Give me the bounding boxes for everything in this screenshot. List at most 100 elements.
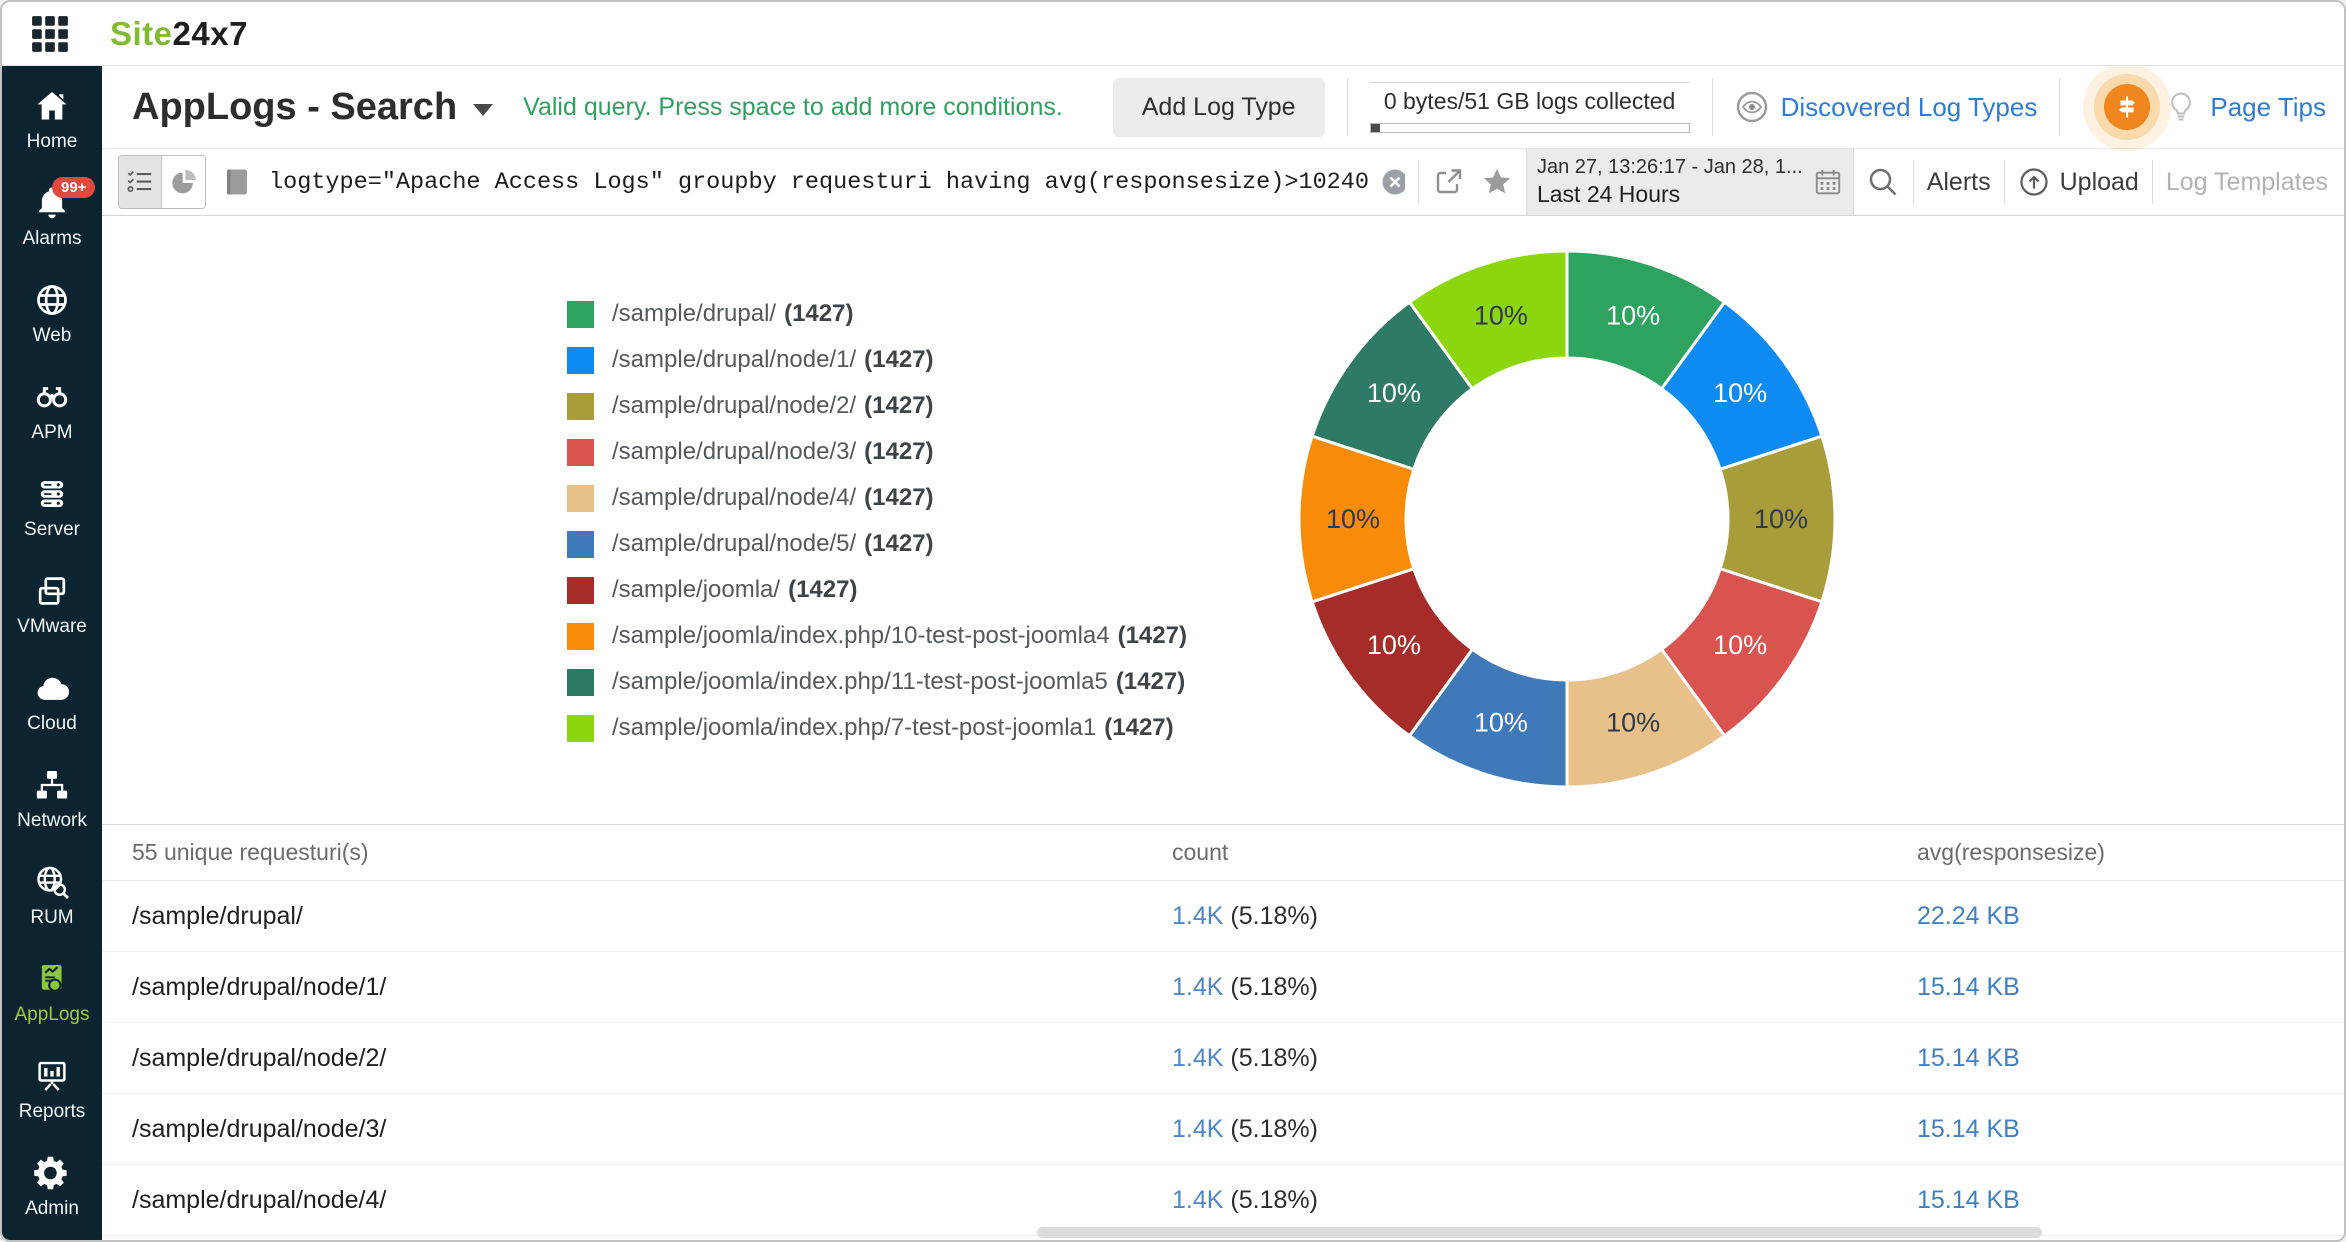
avg-responsesize-link[interactable]: 15.14 KB bbox=[1917, 1185, 2020, 1214]
avg-responsesize-link[interactable]: 22.24 KB bbox=[1917, 901, 2020, 930]
sidebar-item-home[interactable]: Home bbox=[2, 72, 102, 169]
cell-avg-responsesize: 15.14 KB bbox=[1887, 1115, 2344, 1144]
avg-responsesize-link[interactable]: 15.14 KB bbox=[1917, 1043, 2020, 1072]
legend-item[interactable]: /sample/drupal/node/3/ (1427) bbox=[567, 438, 1187, 466]
vmware-layers-icon bbox=[34, 573, 70, 609]
globe-icon bbox=[34, 282, 70, 318]
upload-button[interactable]: Upload bbox=[2018, 166, 2139, 198]
query-valid-message: Valid query. Press space to add more con… bbox=[523, 92, 1063, 121]
sidebar-item-apm[interactable]: APM bbox=[2, 363, 102, 460]
sidebar-item-label: APM bbox=[31, 422, 73, 443]
cell-requesturi: /sample/drupal/node/4/ bbox=[132, 1185, 387, 1214]
discovered-log-types-link[interactable]: Discovered Log Types bbox=[1735, 90, 2037, 124]
count-link[interactable]: 1.4K bbox=[1172, 972, 1224, 1001]
run-search-icon[interactable] bbox=[1866, 165, 1900, 199]
title-dropdown-caret-icon[interactable] bbox=[473, 104, 494, 116]
list-view-toggle[interactable] bbox=[119, 156, 162, 208]
checklist-icon bbox=[127, 171, 152, 193]
rum-globe-search-icon bbox=[34, 864, 70, 900]
legend-count: (1427) bbox=[788, 576, 858, 603]
chart-view-toggle[interactable] bbox=[162, 156, 205, 208]
donut-segment[interactable] bbox=[1407, 249, 1569, 391]
query-input[interactable]: logtype="Apache Access Logs" groupby req… bbox=[269, 166, 1405, 198]
legend-swatch bbox=[567, 438, 594, 466]
cell-count: 1.4K (5.18%) bbox=[1142, 1044, 1887, 1073]
column-header-requesturi[interactable]: 55 unique requesturi(s) bbox=[132, 839, 369, 865]
legend-item[interactable]: /sample/drupal/node/5/ (1427) bbox=[567, 530, 1187, 558]
legend-swatch bbox=[567, 300, 594, 328]
header-actions: Add Log Type 0 bytes/51 GB logs collecte… bbox=[1112, 77, 2344, 137]
sidebar-item-server[interactable]: Server bbox=[2, 460, 102, 557]
avg-responsesize-link[interactable]: 15.14 KB bbox=[1917, 1114, 2020, 1143]
legend-label: /sample/joomla/index.php/7-test-post-joo… bbox=[612, 714, 1097, 741]
sidebar-item-vmware[interactable]: VMware bbox=[2, 557, 102, 654]
sidebar-item-alarms[interactable]: 99+ Alarms bbox=[2, 169, 102, 266]
count-link[interactable]: 1.4K bbox=[1172, 1114, 1224, 1143]
clear-query-icon[interactable] bbox=[1379, 166, 1405, 198]
guided-tour-icon[interactable] bbox=[2104, 84, 2151, 130]
view-toggle bbox=[118, 155, 206, 209]
logo-site: Site bbox=[110, 14, 173, 52]
cell-requesturi: /sample/drupal/ bbox=[132, 901, 303, 930]
upload-label: Upload bbox=[2059, 167, 2139, 196]
sidebar-item-reports[interactable]: Reports bbox=[2, 1042, 102, 1139]
sidebar-item-cloud[interactable]: Cloud bbox=[2, 654, 102, 751]
legend-swatch bbox=[567, 714, 594, 742]
donut-segment-label: 10% bbox=[1606, 300, 1660, 330]
column-header-count[interactable]: count bbox=[1172, 839, 1229, 865]
sidebar-item-rum[interactable]: RUM bbox=[2, 848, 102, 945]
sidebar-item-label: Cloud bbox=[27, 713, 77, 734]
legend-label: /sample/drupal/node/1/ bbox=[612, 346, 857, 373]
cell-avg-responsesize: 22.24 KB bbox=[1887, 902, 2344, 931]
site24x7-logo[interactable]: Site24x7 bbox=[110, 15, 248, 53]
table-row: /sample/drupal/node/3/1.4K (5.18%) 15.14 … bbox=[102, 1094, 2344, 1165]
cell-requesturi: /sample/drupal/node/1/ bbox=[132, 972, 387, 1001]
gear-icon bbox=[34, 1155, 70, 1191]
share-search-icon[interactable] bbox=[1432, 165, 1466, 199]
legend-item[interactable]: /sample/joomla/ (1427) bbox=[567, 576, 1187, 604]
query-text[interactable]: logtype="Apache Access Logs" groupby req… bbox=[269, 168, 1369, 196]
apps-grid-icon[interactable] bbox=[28, 12, 72, 56]
sidebar-item-applogs[interactable]: AppLogs bbox=[2, 945, 102, 1042]
legend-swatch bbox=[567, 530, 594, 558]
avg-responsesize-link[interactable]: 15.14 KB bbox=[1917, 972, 2020, 1001]
alerts-button[interactable]: Alerts bbox=[1926, 167, 1991, 196]
favorite-star-icon[interactable] bbox=[1480, 165, 1514, 199]
divider bbox=[1711, 78, 1713, 136]
legend-item[interactable]: /sample/joomla/index.php/7-test-post-joo… bbox=[567, 714, 1187, 742]
cell-avg-responsesize: 15.14 KB bbox=[1887, 1186, 2344, 1215]
log-templates-button[interactable]: Log Templates bbox=[2165, 167, 2328, 196]
legend-label: /sample/drupal/node/5/ bbox=[612, 530, 857, 557]
legend-label: /sample/drupal/node/3/ bbox=[612, 438, 857, 465]
count-link[interactable]: 1.4K bbox=[1172, 1185, 1224, 1214]
legend-label: /sample/joomla/index.php/10-test-post-jo… bbox=[612, 622, 1110, 649]
sidebar-item-admin[interactable]: Admin bbox=[2, 1139, 102, 1236]
count-link[interactable]: 1.4K bbox=[1172, 901, 1224, 930]
sidebar-item-network[interactable]: Network bbox=[2, 751, 102, 848]
count-link[interactable]: 1.4K bbox=[1172, 1043, 1224, 1072]
legend-item[interactable]: /sample/joomla/index.php/11-test-post-jo… bbox=[567, 668, 1187, 696]
legend-swatch bbox=[567, 346, 594, 374]
saved-searches-book-icon[interactable] bbox=[221, 166, 253, 198]
count-percentage: (5.18%) bbox=[1230, 1043, 1318, 1072]
legend-label: /sample/joomla/ bbox=[612, 576, 781, 603]
time-range-picker[interactable]: Jan 27, 13:26:17 - Jan 28, 1... Last 24 … bbox=[1525, 149, 1854, 215]
legend-item[interactable]: /sample/drupal/ (1427) bbox=[567, 300, 1187, 328]
table-row: /sample/drupal/1.4K (5.18%) 22.24 KB bbox=[102, 881, 2344, 952]
cell-requesturi: /sample/drupal/node/3/ bbox=[132, 1114, 387, 1143]
legend-item[interactable]: /sample/joomla/index.php/10-test-post-jo… bbox=[567, 622, 1187, 650]
network-icon bbox=[34, 767, 70, 803]
cell-count: 1.4K (5.18%) bbox=[1142, 1186, 1887, 1215]
alarm-count-badge: 99+ bbox=[52, 177, 96, 198]
legend-item[interactable]: /sample/drupal/node/2/ (1427) bbox=[567, 392, 1187, 420]
signpost-icon bbox=[2119, 96, 2136, 118]
sidebar-item-label: Web bbox=[32, 325, 72, 346]
legend-item[interactable]: /sample/drupal/node/1/ (1427) bbox=[567, 346, 1187, 374]
legend-item[interactable]: /sample/drupal/node/4/ (1427) bbox=[567, 484, 1187, 512]
page-tips-link[interactable]: Page Tips bbox=[2164, 90, 2326, 124]
column-header-avg-responsesize[interactable]: avg(responsesize) bbox=[1917, 839, 2105, 865]
sidebar-item-web[interactable]: Web bbox=[2, 266, 102, 363]
horizontal-scrollbar[interactable] bbox=[1037, 1227, 2042, 1238]
add-log-type-button[interactable]: Add Log Type bbox=[1112, 77, 1325, 137]
divider bbox=[1912, 160, 1914, 204]
